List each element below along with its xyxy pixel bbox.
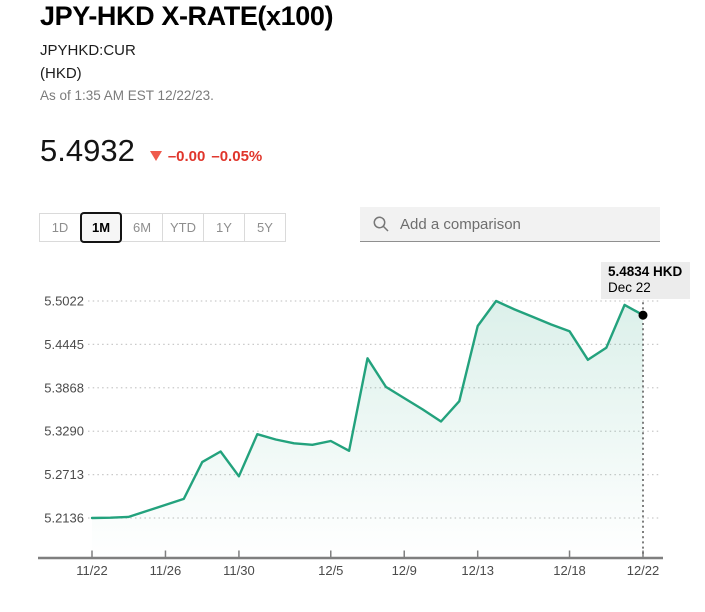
as-of-timestamp: As of 1:35 AM EST 12/22/23. [40,88,214,103]
range-tabs: 1D 1M 6M YTD 1Y 5Y [39,212,286,243]
area-fill [92,301,643,558]
range-tab-1y[interactable]: 1Y [203,213,245,242]
last-point-tooltip: 5.4834 HKD Dec 22 [601,262,691,299]
price-change: –0.00 [167,147,206,165]
price-line [90,299,645,520]
y-axis-label: 5.3290 [44,424,84,439]
price-change-group: –0.00 –0.05% [149,147,268,165]
quote-row: 5.4932 –0.00 –0.05% [40,134,268,168]
y-axis-label: 5.2136 [44,511,84,526]
last-price: 5.4932 [40,133,135,168]
ticker-symbol: JPYHKD:CUR [40,42,136,59]
quote-currency: (HKD) [40,65,82,82]
range-tab-ytd[interactable]: YTD [162,213,204,242]
page-title: JPY-HKD X-RATE(x100) [40,1,334,31]
x-axis-label: 12/9 [392,563,417,578]
comparison-search[interactable] [360,207,660,242]
price-change-percent: –0.05% [211,147,263,165]
x-axis-label: 11/26 [150,563,182,578]
tooltip-date: Dec 22 [608,280,651,295]
comparison-search-input[interactable] [398,214,652,234]
tooltip-value: 5.4834 HKD [608,264,683,279]
x-axis-label: 12/18 [553,563,586,578]
x-axis-label: 11/30 [223,563,255,578]
y-axis-label: 5.2713 [44,467,84,482]
search-icon [373,216,389,232]
last-point-marker [638,310,648,320]
y-axis-label: 5.3868 [44,380,84,395]
y-axis-label: 5.4445 [44,337,84,352]
x-axis-label: 11/22 [76,563,108,578]
x-axis-label: 12/13 [461,563,494,578]
range-tab-1m[interactable]: 1M [80,212,122,243]
range-tab-5y[interactable]: 5Y [244,213,286,242]
x-axis-label: 12/5 [318,563,343,578]
down-arrow-icon [149,151,162,161]
x-axis-label: 12/22 [627,563,660,578]
y-axis-label: 5.5022 [44,294,84,309]
